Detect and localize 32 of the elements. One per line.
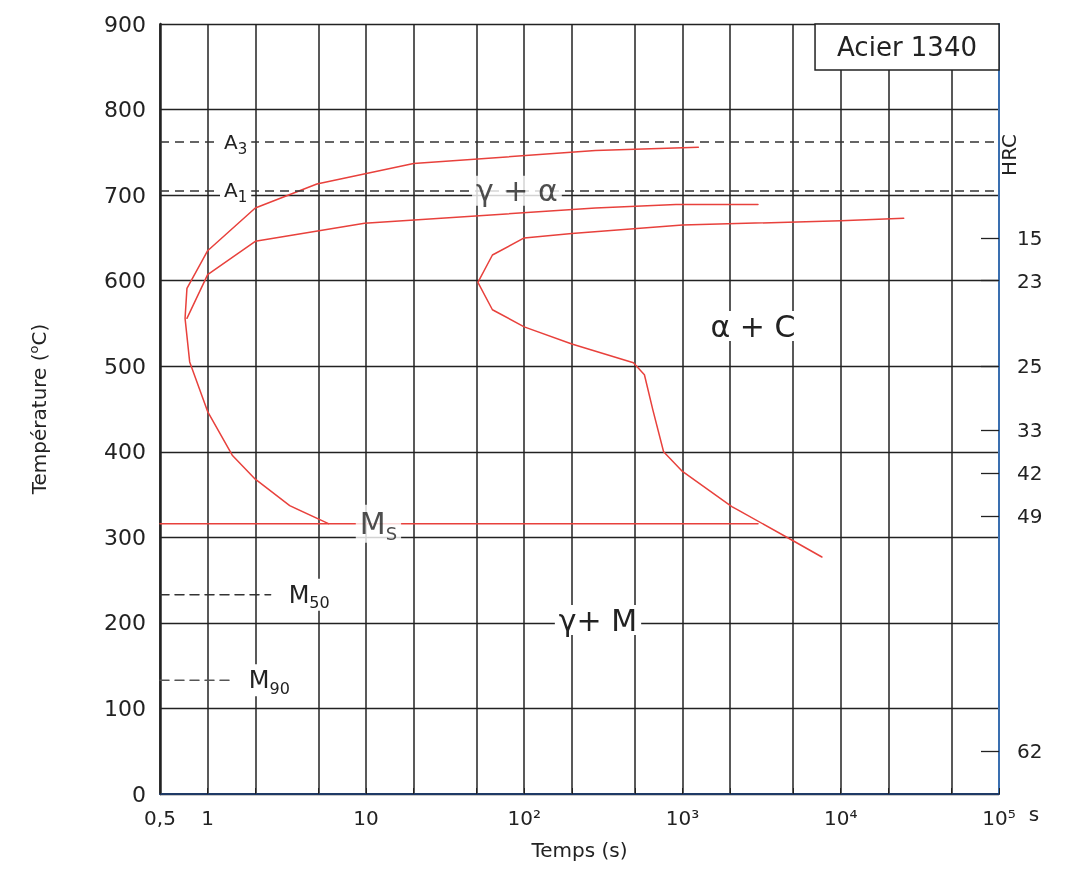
category-label: 42 xyxy=(1017,461,1043,486)
y-tick-label: 100 xyxy=(104,695,146,721)
y-axis-title: Température (oC) xyxy=(26,323,51,496)
category-label: 25 xyxy=(1017,354,1043,379)
y-tick-label: 800 xyxy=(104,97,146,123)
annotation: γ + α xyxy=(476,173,558,209)
y-tick-label: 0 xyxy=(132,781,146,807)
y-tick-label: 200 xyxy=(104,610,146,636)
y2-axis-title: HRC xyxy=(997,134,1021,176)
x-tick-label: 0,5 xyxy=(144,806,176,830)
x-tick-label: 10² xyxy=(507,806,541,830)
y-tick-label: 700 xyxy=(104,182,146,208)
y-tick-label: 600 xyxy=(104,268,146,294)
annotation: α + C xyxy=(710,308,796,344)
x-tick-label: 10 xyxy=(353,806,379,830)
category-label: 49 xyxy=(1017,503,1043,528)
chart-title: Acier 1340 xyxy=(837,32,977,62)
x-tick-label: 10⁵ xyxy=(982,806,1016,830)
x-axis-title: Temps (s) xyxy=(530,838,628,862)
category-label: 15 xyxy=(1017,225,1043,250)
x-tick-label: 10³ xyxy=(665,806,700,830)
annotation: γ+ M xyxy=(558,602,638,638)
y-tick-label: 900 xyxy=(104,11,146,37)
category-label: 23 xyxy=(1017,268,1043,293)
x-tick-label: 10⁴ xyxy=(823,806,858,830)
category-label: 62 xyxy=(1017,739,1043,764)
y-tick-label: 500 xyxy=(104,353,146,379)
text: s xyxy=(1028,802,1040,826)
y-tick-label: 300 xyxy=(104,524,146,550)
category-label: 33 xyxy=(1017,418,1043,443)
x-tick-label: 1 xyxy=(201,806,215,830)
y-tick-label: 400 xyxy=(104,439,146,465)
